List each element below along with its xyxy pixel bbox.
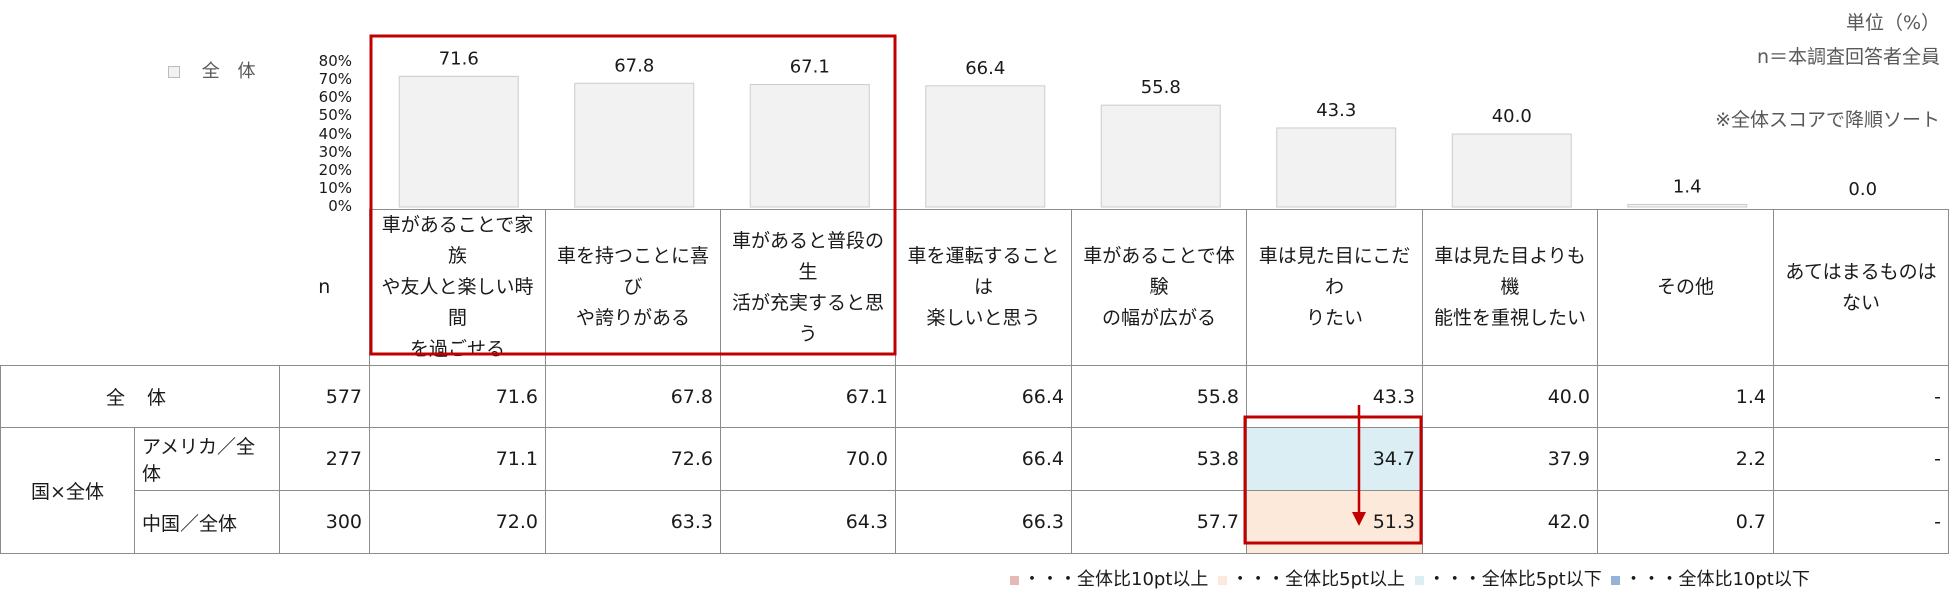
bar [1627,203,1748,208]
value-cell: 40.0 [1422,365,1598,428]
bar [749,84,870,208]
y-tick-label: 10% [318,178,352,197]
value-cell-highlight-plus5: 51.3 [1246,490,1423,554]
bar-value-label: 0.0 [1848,179,1877,200]
value-cell: 43.3 [1246,365,1423,428]
legend-swatch-minus10 [1611,575,1621,585]
col-header-3: 車があると普段の生 活が充実すると思う [720,209,896,366]
n-cell: 300 [279,490,370,554]
sort-note: ※全体スコアで降順ソート [1715,109,1940,131]
value-cell: 67.8 [545,365,721,428]
value-cell: 57.7 [1071,490,1247,554]
value-cell: 55.8 [1071,365,1247,428]
value-cell: 2.2 [1597,427,1774,491]
table-row-china: 中国／全体 300 72.0 63.3 64.3 66.3 57.7 51.3 … [1,490,1949,554]
units-note: 単位（%） [1845,12,1940,34]
value-cell: 0.7 [1597,490,1774,554]
value-cell: 66.3 [895,490,1072,554]
row-label-china: 中国／全体 [134,490,280,554]
col-header-9: あてはまるものはない [1773,209,1949,366]
value-cell: 71.6 [369,365,546,428]
col-header-1: 車があることで家族 や友人と楽しい時間 を過ごせる [369,209,546,366]
y-tick-label: 70% [318,70,352,89]
header-blank [1,210,280,366]
bar-value-label: 67.8 [614,55,654,76]
legend-swatch-plus5 [1218,575,1228,585]
value-cell: 53.8 [1071,427,1247,491]
col-header-8: その他 [1597,209,1774,366]
n-cell: 277 [279,427,370,491]
col-header-4: 車を運転することは 楽しいと思う [895,209,1072,366]
col-header-6: 車は見た目にこだわ りたい [1246,209,1423,366]
data-table: n 車があることで家族 や友人と楽しい時間 を過ごせる 車を持つことに喜び や誇りがあ… [0,209,1949,554]
col-header-5: 車があることで体験 の幅が広がる [1071,209,1247,366]
table-row-usa: 国×全体 アメリカ／全体 277 71.1 72.6 70.0 66.4 53.… [0,427,1949,554]
bar-value-label: 1.4 [1673,176,1702,197]
header-row: n 車があることで家族 や友人と楽しい時間 を過ごせる 車を持つことに喜び や誇りがあ… [1,209,1949,366]
sample-note: n＝本調査回答者全員 [1756,46,1940,68]
value-cell: 64.3 [720,490,896,554]
chart-legend: 全 体 [168,57,261,83]
col-header-7: 車は見た目よりも機 能性を重視したい [1422,209,1598,366]
legend-label: 全 体 [201,61,262,82]
y-tick-label: 20% [318,160,352,179]
legend-swatch [168,66,180,78]
group-label: 国×全体 [0,427,135,554]
value-cell: 66.4 [895,427,1072,491]
n-cell: 577 [279,365,370,428]
value-cell: 67.1 [720,365,896,428]
bar-value-label: 66.4 [965,58,1005,79]
value-cell: 63.3 [545,490,721,554]
y-tick-label: 40% [318,124,352,143]
legend-text-minus5: ・・・全体比5pt以下 [1427,569,1602,590]
bar [398,75,519,208]
bar-value-label: 55.8 [1141,77,1181,98]
value-cell: 71.1 [369,427,546,491]
legend-text-minus10: ・・・全体比10pt以下 [1624,569,1810,590]
value-cell: 66.4 [895,365,1072,428]
table-row-total: 全 体 577 71.6 67.8 67.1 66.4 55.8 43.3 40… [0,365,1949,428]
legend-text-plus5: ・・・全体比5pt以上 [1231,569,1406,590]
bar-value-label: 40.0 [1492,106,1532,127]
y-tick-label: 30% [318,142,352,161]
value-cell: - [1773,365,1949,428]
bar [925,85,1046,208]
value-cell: - [1773,427,1949,491]
legend-swatch-plus10 [1010,575,1019,585]
bar-value-label: 71.6 [439,48,479,69]
y-tick-label: 80% [318,52,352,70]
y-tick-label: 50% [318,106,352,125]
value-cell: 1.4 [1597,365,1774,428]
value-cell: 37.9 [1422,427,1598,491]
bar-value-label: 67.1 [790,57,830,78]
highlight-legend: ・・・全体比10pt以上 ・・・全体比5pt以上 ・・・全体比5pt以下 ・・・… [1010,565,1810,591]
value-cell-highlight-minus5: 34.7 [1246,427,1423,491]
row-label-total: 全 体 [0,365,280,428]
col-header-2: 車を持つことに喜び や誇りがある [545,209,721,366]
bar [1451,133,1572,208]
bar [574,82,695,208]
n-header: n [279,209,370,366]
bar [1276,127,1397,208]
value-cell: - [1773,490,1949,554]
legend-text-plus10: ・・・全体比10pt以上 [1023,569,1209,590]
bar [1100,104,1221,208]
legend-swatch-minus5 [1414,575,1424,585]
value-cell: 42.0 [1422,490,1598,554]
value-cell: 72.6 [545,427,721,491]
row-label-usa: アメリカ／全体 [134,427,280,491]
value-cell: 70.0 [720,427,896,491]
bar-value-label: 43.3 [1316,100,1356,121]
y-tick-label: 60% [318,88,352,107]
value-cell: 72.0 [369,490,546,554]
